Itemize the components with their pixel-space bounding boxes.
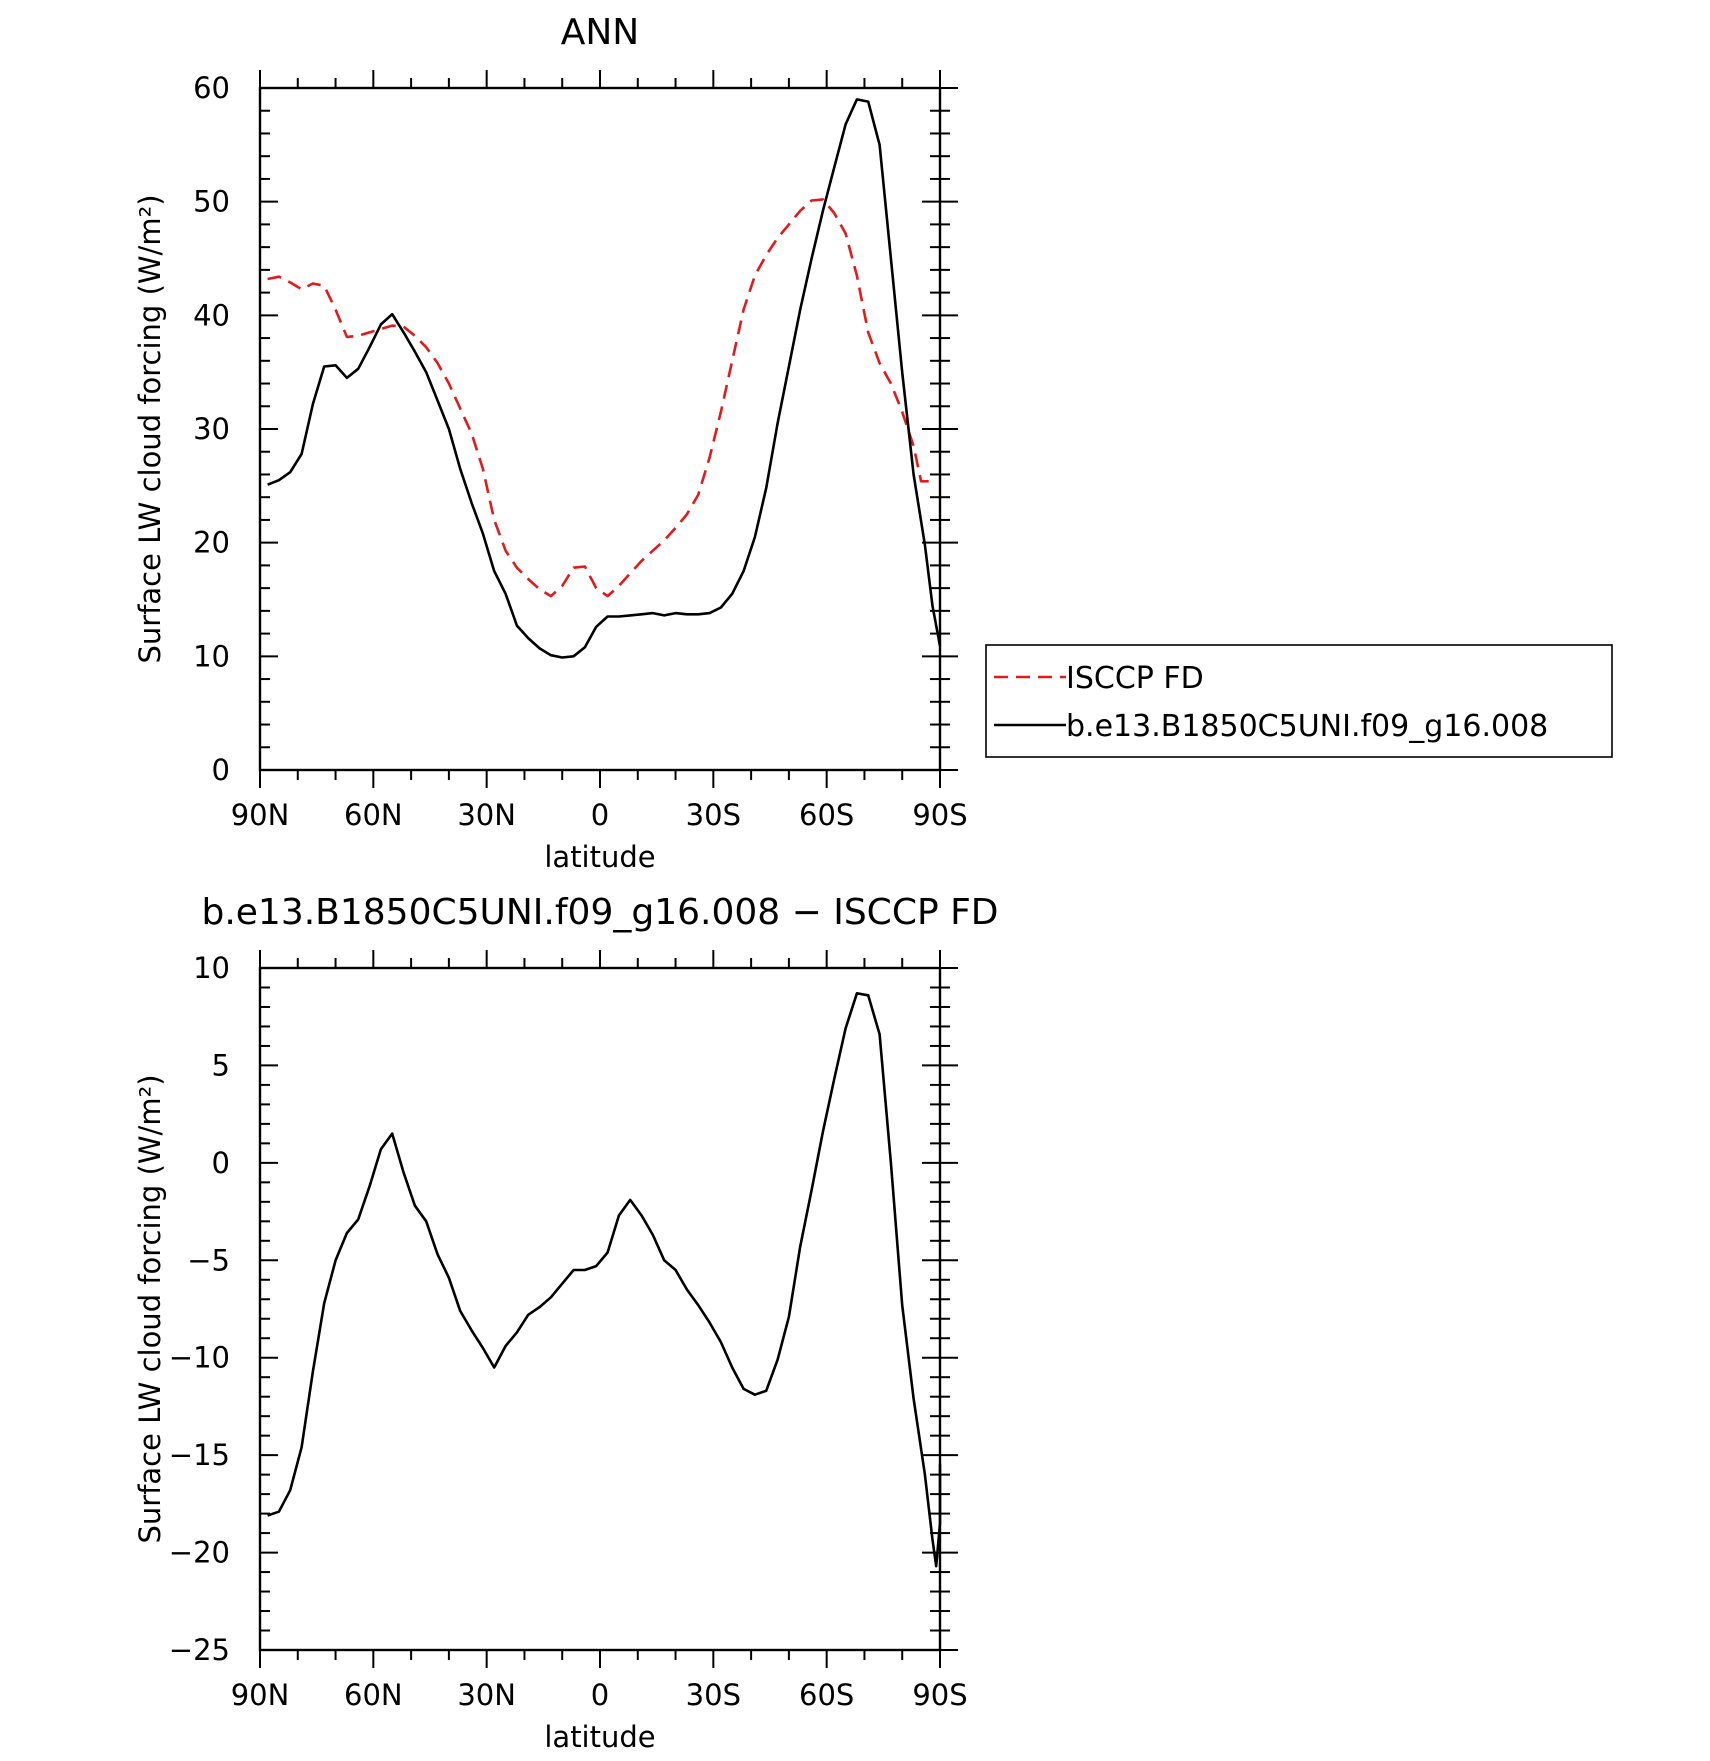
x-axis: 90N 60N 30N 0 30S 60S 90S latitude: [231, 70, 968, 874]
x-tick-label: 90S: [912, 798, 967, 832]
y-tick-label: 30: [193, 412, 230, 446]
y-tick-label: 10: [193, 951, 230, 985]
y-axis: 10 5 0 −5 −10 −15 −20 −25 Surface LW cloud forci…: [133, 951, 958, 1667]
x-axis-label: latitude: [544, 840, 655, 874]
y-axis-label: Surface LW cloud forcing (W/m²): [133, 194, 167, 663]
y-tick-label: 10: [193, 639, 230, 673]
x-tick-label: 30S: [686, 1678, 741, 1712]
x-axis: 90N 60N 30N 0 30S 60S 90S latitude: [231, 950, 968, 1754]
y-tick-label: 5: [212, 1048, 230, 1082]
x-tick-label: 60S: [799, 1678, 854, 1712]
legend: ISCCP FD b.e13.B1850C5UNI.f09_g16.008: [985, 644, 1613, 758]
y-axis: 0 10 20 30 40 50 60 Surface LW cloud forcing (W…: [133, 71, 958, 787]
series-line-1: [267, 992, 942, 1568]
legend-label-2: b.e13.B1850C5UNI.f09_g16.008: [1066, 709, 1548, 744]
chart-panel-2: b.e13.B1850C5UNI.f09_g16.008 − ISCCP FD 9…: [133, 892, 999, 1754]
y-tick-label: −20: [169, 1536, 230, 1570]
y-tick-label: −25: [169, 1633, 230, 1667]
y-tick-label: −5: [187, 1243, 230, 1277]
series-group: [267, 992, 942, 1568]
x-tick-label: 30N: [457, 798, 516, 832]
series-line-2: [267, 98, 942, 659]
x-tick-label: 60N: [344, 1678, 403, 1712]
x-tick-label: 60N: [344, 798, 403, 832]
y-tick-label: 20: [193, 526, 230, 560]
plot-frame: [258, 966, 942, 1652]
x-tick-label: 60S: [799, 798, 854, 832]
chart-title: ANN: [561, 12, 640, 53]
y-tick-label: 0: [212, 1146, 230, 1180]
x-tick-label: 30N: [457, 1678, 516, 1712]
y-tick-label: −10: [169, 1341, 230, 1375]
y-tick-label: 60: [193, 71, 230, 105]
x-axis-label: latitude: [544, 1720, 655, 1754]
chart-panel-1: ANN 90N 60N 30N 0 30S 60S 90S latitude 0 10 20 30 40 5…: [133, 12, 1613, 874]
x-tick-label: 90N: [231, 798, 290, 832]
y-tick-label: 0: [212, 753, 230, 787]
x-tick-label: 90N: [231, 1678, 290, 1712]
x-tick-label: 0: [591, 1678, 609, 1712]
y-tick-label: 50: [193, 185, 230, 219]
series-line-1: [267, 198, 933, 598]
y-tick-label: −15: [169, 1438, 230, 1472]
series-group: [267, 98, 942, 659]
x-tick-label: 30S: [686, 798, 741, 832]
legend-label-1: ISCCP FD: [1066, 661, 1204, 696]
x-tick-label: 0: [591, 798, 609, 832]
y-tick-label: 40: [193, 298, 230, 332]
y-axis-label: Surface LW cloud forcing (W/m²): [133, 1074, 167, 1543]
legend-box: [985, 644, 1613, 758]
chart-title: b.e13.B1850C5UNI.f09_g16.008 − ISCCP FD: [201, 892, 998, 933]
x-tick-label: 90S: [912, 1678, 967, 1712]
plot-frame: [258, 86, 942, 772]
